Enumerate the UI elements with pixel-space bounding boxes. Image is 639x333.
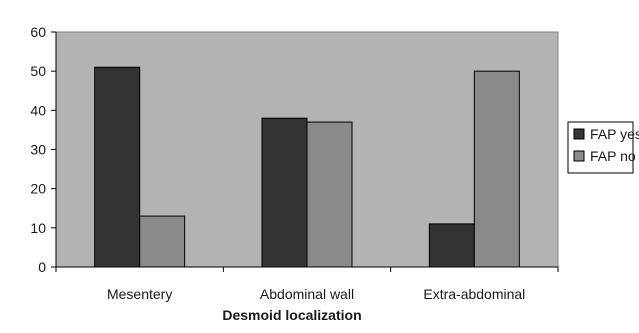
bars-group bbox=[94, 66, 520, 268]
legend-swatch bbox=[573, 128, 585, 140]
x-category-label: Mesentery bbox=[107, 286, 172, 302]
bar-fap-no bbox=[473, 70, 520, 268]
bar-fap-yes bbox=[428, 223, 475, 268]
bar-fap-no bbox=[139, 215, 186, 268]
x-axis-ticks bbox=[55, 267, 559, 272]
y-tick-label: 0 bbox=[38, 259, 46, 275]
legend-label: FAP no bbox=[590, 148, 636, 164]
y-tick-label: 10 bbox=[30, 220, 46, 236]
x-axis-category-labels: Mesentery Abdominal wall Extra-abdominal bbox=[107, 286, 525, 302]
legend: FAP yes FAP no bbox=[567, 121, 639, 174]
bar-fap-yes bbox=[261, 117, 308, 268]
y-tick-label: 40 bbox=[30, 102, 46, 118]
legend-swatch bbox=[573, 150, 585, 162]
y-axis-ticks: 0 10 20 30 40 50 60 bbox=[30, 24, 56, 275]
legend-label: FAP yes bbox=[590, 126, 639, 142]
x-category-label: Extra-abdominal bbox=[423, 286, 525, 302]
x-category-label: Abdominal wall bbox=[260, 286, 354, 302]
y-tick-label: 50 bbox=[30, 63, 46, 79]
bar-fap-no bbox=[306, 121, 353, 268]
y-tick-label: 20 bbox=[30, 181, 46, 197]
y-tick-label: 30 bbox=[30, 142, 46, 158]
x-axis-title: Desmoid localization bbox=[222, 307, 361, 323]
y-tick-label: 60 bbox=[30, 24, 46, 40]
bar-fap-yes bbox=[94, 66, 141, 268]
